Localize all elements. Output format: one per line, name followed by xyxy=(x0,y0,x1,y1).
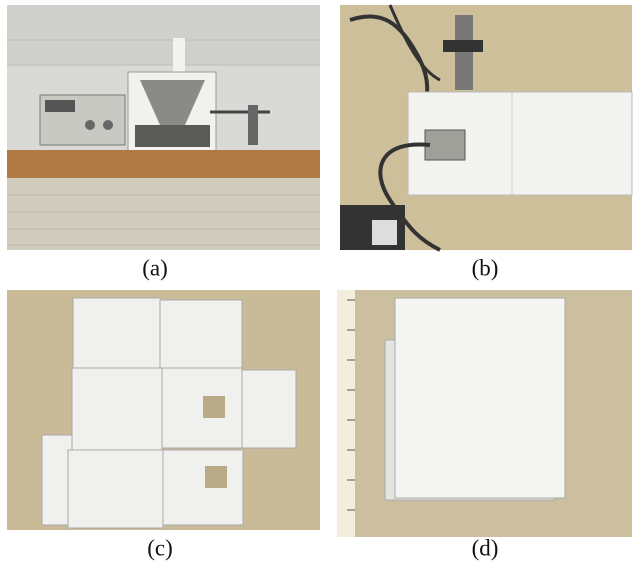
photo-d xyxy=(337,290,632,537)
caption: (c) xyxy=(147,535,173,560)
photo-b xyxy=(340,5,632,250)
photo-a xyxy=(7,5,320,250)
page: (a) (b) (c) xyxy=(0,0,637,571)
caption: (d) xyxy=(472,535,499,560)
figure: (a) (b) (c) xyxy=(0,0,637,571)
photo-c xyxy=(7,290,320,530)
caption: (a) xyxy=(142,255,168,280)
caption: (b) xyxy=(472,255,499,280)
